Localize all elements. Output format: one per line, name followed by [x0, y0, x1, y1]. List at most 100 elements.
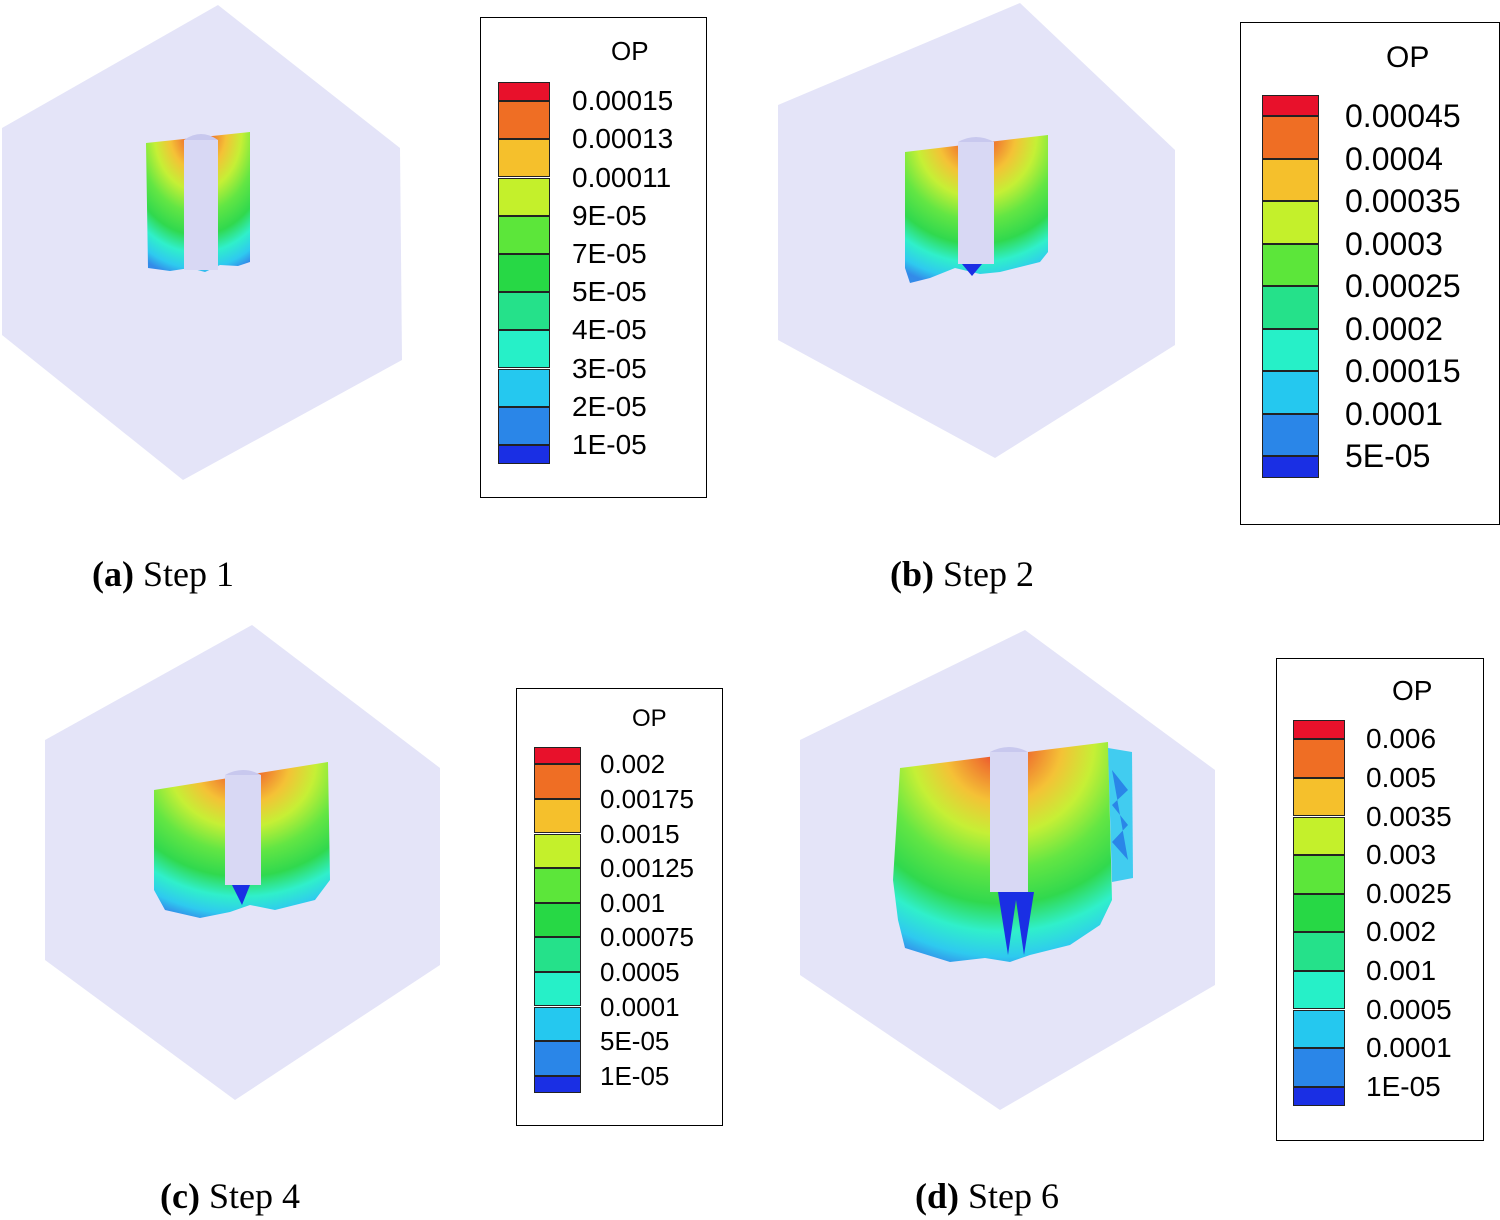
- legend-label: 0.00045: [1345, 98, 1461, 135]
- legend-swatch: [1293, 893, 1345, 933]
- panel-a-legend-title: OP: [611, 36, 649, 66]
- legend-swatch: [1293, 777, 1345, 817]
- panel-b-caption-text: Step 2: [943, 554, 1035, 594]
- legend-swatch: [534, 798, 581, 834]
- panel-a-caption-text: Step 1: [142, 554, 234, 594]
- panel-a-caption: (a) Step 1: [92, 553, 234, 595]
- legend-swatch: [498, 139, 550, 178]
- legend-label: 0.0025: [1366, 877, 1452, 909]
- legend-label: 0.0001: [1345, 395, 1443, 432]
- panel-d-fracture-right: [1108, 748, 1133, 882]
- legend-swatch: [1262, 286, 1319, 329]
- panel-a-borehole: [184, 140, 218, 270]
- panel-c-borehole: [225, 775, 261, 885]
- panel-d-borehole: [990, 752, 1028, 892]
- legend-label: 0.00035: [1345, 183, 1461, 220]
- legend-swatch: [534, 833, 581, 869]
- legend-label: 0.005: [1366, 761, 1437, 793]
- panel-b-borehole: [958, 142, 994, 264]
- legend-swatch: [534, 1006, 581, 1042]
- legend-label: 5E-05: [572, 276, 647, 308]
- legend-swatch: [1262, 413, 1319, 457]
- legend-swatch: [1293, 970, 1345, 1010]
- legend-label: 0.002: [1366, 916, 1437, 948]
- panel-c-caption-text: Step 4: [208, 1176, 300, 1216]
- legend-swatch: [1293, 1086, 1345, 1106]
- legend-swatch: [498, 82, 550, 102]
- legend-swatch: [534, 902, 581, 938]
- legend-swatch: [498, 215, 550, 254]
- legend-swatch: [1293, 816, 1345, 856]
- panel-d-caption-letter: (d): [915, 1176, 959, 1216]
- legend-label: 0.00011: [572, 161, 672, 193]
- panel-a-caption-letter: (a): [92, 554, 134, 594]
- legend-label: 0.003: [1366, 839, 1437, 871]
- panel-c-model: [45, 625, 440, 1100]
- legend-label: 0.00075: [600, 922, 694, 953]
- panel-d-legend-title: OP: [1392, 675, 1433, 706]
- legend-label: 0.00125: [600, 853, 694, 884]
- legend-swatch: [534, 971, 581, 1007]
- panel-d-caption: (d) Step 6: [915, 1175, 1059, 1217]
- legend-label: 1E-05: [572, 428, 647, 460]
- legend-label: 1E-05: [600, 1060, 670, 1091]
- legend-swatch: [534, 1075, 581, 1093]
- legend-swatch: [1262, 328, 1319, 372]
- legend-swatch: [1293, 1009, 1345, 1049]
- legend-label: 0.0015: [600, 818, 680, 849]
- legend-swatch: [1293, 739, 1345, 778]
- legend-label: 7E-05: [572, 237, 647, 269]
- legend-label: 0.0035: [1366, 800, 1452, 832]
- legend-label: 1E-05: [1366, 1070, 1441, 1102]
- legend-label: 0.001: [600, 887, 666, 918]
- panel-a-model: [2, 5, 402, 480]
- panel-d-caption-text: Step 6: [968, 1176, 1060, 1216]
- panel-c-legend-title: OP: [632, 705, 667, 732]
- legend-swatch: [1262, 95, 1319, 117]
- legend-label: 0.00175: [600, 783, 694, 814]
- legend-swatch: [1293, 855, 1345, 894]
- legend-swatch: [534, 1041, 581, 1076]
- legend-swatch: [1293, 1048, 1345, 1087]
- legend-swatch: [498, 330, 550, 369]
- legend-label: 0.00013: [572, 123, 674, 155]
- legend-label: 0.0005: [1366, 993, 1452, 1025]
- legend-label: 5E-05: [1345, 438, 1431, 475]
- legend-label: 0.001: [1366, 954, 1437, 986]
- legend-label: 0.00015: [572, 85, 674, 117]
- legend-label: 0.00015: [1345, 353, 1461, 390]
- legend-swatch: [498, 177, 550, 216]
- panel-b-caption-letter: (b): [890, 554, 934, 594]
- legend-label: 9E-05: [572, 199, 647, 231]
- panel-d-model: [800, 630, 1215, 1110]
- legend-swatch: [498, 444, 550, 464]
- legend-swatch: [1262, 456, 1319, 478]
- panel-b-model: [778, 3, 1175, 458]
- legend-swatch: [534, 747, 581, 765]
- panel-b-caption: (b) Step 2: [890, 553, 1034, 595]
- legend-swatch: [534, 937, 581, 972]
- legend-swatch: [498, 101, 550, 140]
- legend-label: 0.0002: [1345, 310, 1443, 347]
- legend-label: 0.006: [1366, 723, 1437, 755]
- panel-c-caption: (c) Step 4: [160, 1175, 300, 1217]
- legend-label: 0.002: [600, 749, 666, 780]
- legend-swatch: [1293, 932, 1345, 971]
- legend-swatch: [498, 292, 550, 331]
- legend-label: 0.0004: [1345, 140, 1443, 177]
- legend-swatch: [1262, 243, 1319, 287]
- legend-label: 0.0005: [600, 956, 680, 987]
- legend-swatch: [1262, 371, 1319, 414]
- legend-swatch: [1262, 116, 1319, 159]
- legend-swatch: [1293, 720, 1345, 740]
- legend-swatch: [498, 253, 550, 293]
- legend-label: 3E-05: [572, 352, 647, 384]
- legend-label: 0.0001: [1366, 1032, 1452, 1064]
- legend-swatch: [498, 368, 550, 407]
- legend-swatch: [1262, 158, 1319, 202]
- legend-label: 0.0001: [600, 991, 680, 1022]
- panel-b-legend-title: OP: [1386, 41, 1430, 74]
- legend-label: 0.00025: [1345, 268, 1461, 305]
- legend-label: 4E-05: [572, 314, 647, 346]
